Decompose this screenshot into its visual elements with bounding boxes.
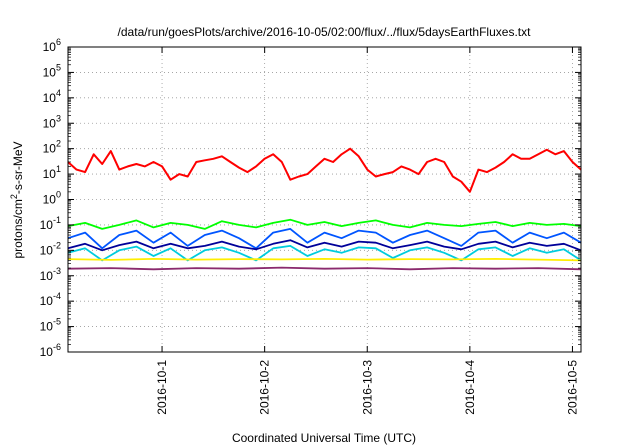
- x-tick-label: 2016-10-5: [565, 360, 579, 415]
- y-tick-label: 10-2: [40, 240, 61, 257]
- y-tick-label: 102: [43, 139, 61, 156]
- chart-title: /data/run/goesPlots/archive/2016-10-05/0…: [118, 25, 532, 39]
- y-tick-label: 10-3: [40, 266, 61, 283]
- y-tick-label: 100: [43, 190, 61, 207]
- series-line-4: [67, 244, 582, 262]
- y-tick-label: 10-6: [40, 342, 61, 359]
- y-tick-label: 10-5: [40, 317, 61, 334]
- series-group: [67, 147, 582, 271]
- y-tick-label: 106: [43, 37, 61, 54]
- y-tick-label: 101: [43, 164, 61, 181]
- y-tick-label: 10-4: [40, 291, 61, 308]
- y-tick-label: 103: [43, 113, 61, 130]
- x-tick-label: 2016-10-4: [463, 360, 477, 415]
- series-line-3: [67, 227, 582, 250]
- y-axis-label: protons/cm2-s-sr-MeV: [9, 141, 25, 258]
- x-axis: 2016-10-1 2016-10-2 2016-10-3 2016-10-4 2016…: [155, 47, 579, 415]
- series-line-2: [67, 218, 582, 230]
- series-line-6: [67, 257, 582, 262]
- y-tick-label: 104: [43, 88, 61, 105]
- x-tick-label: 2016-10-1: [155, 360, 169, 415]
- series-line-7: [67, 266, 582, 271]
- x-tick-label: 2016-10-2: [258, 360, 272, 415]
- series-line-1: [67, 147, 582, 193]
- y-axis: 10-6 10-5 10-4 10-3 10-2 10-1 100 101 102 103 104 1…: [40, 37, 581, 359]
- series-line-5: [67, 239, 582, 252]
- x-axis-label: Coordinated Universal Time (UTC): [232, 431, 416, 445]
- grid: [68, 47, 581, 352]
- y-tick-label: 10-1: [40, 215, 61, 232]
- y-tick-label: 105: [43, 62, 61, 79]
- x-tick-label: 2016-10-3: [360, 360, 374, 415]
